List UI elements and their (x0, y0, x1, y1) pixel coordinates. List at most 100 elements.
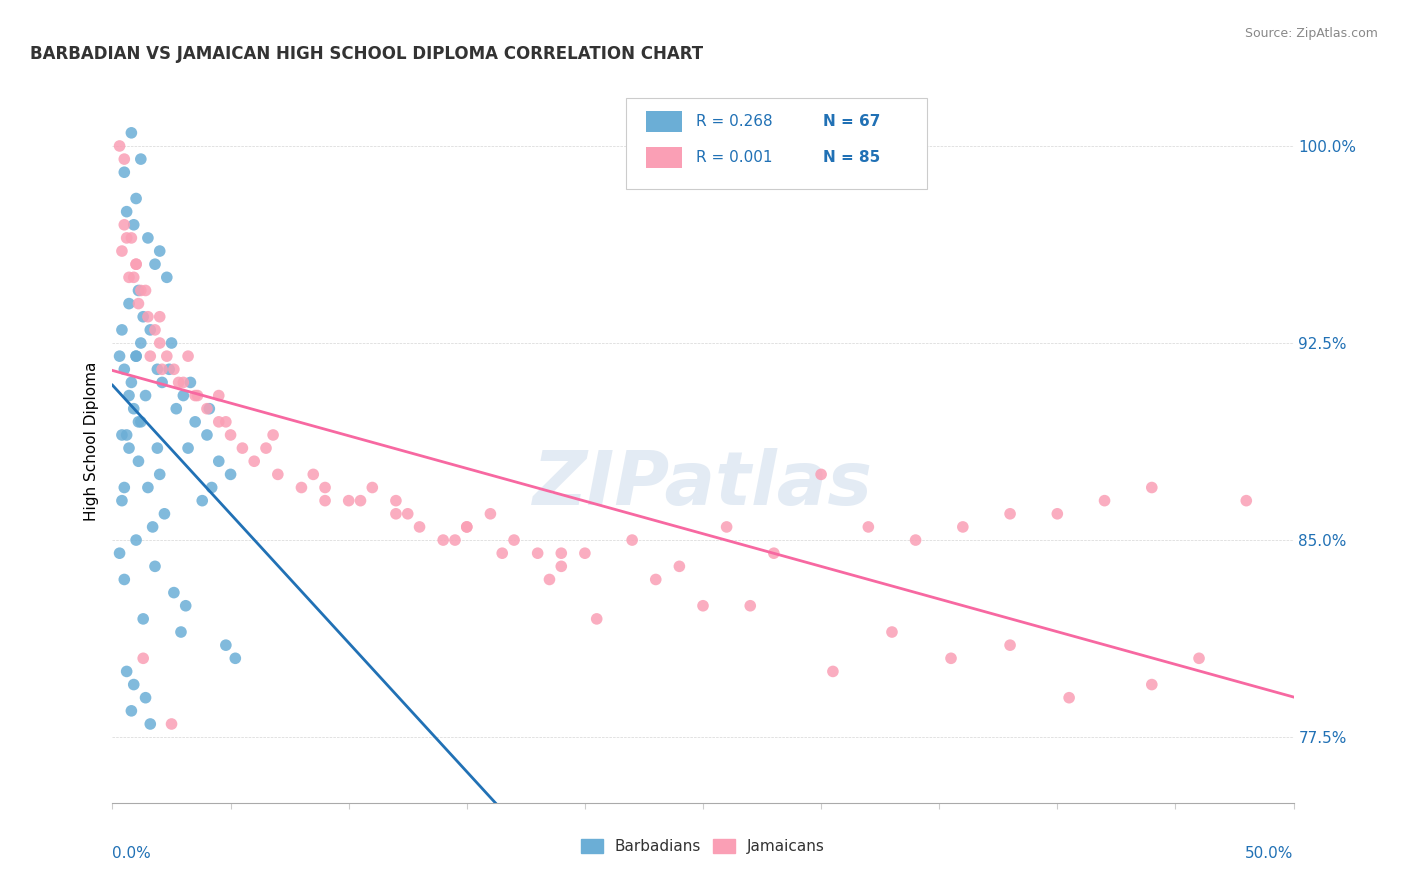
Point (172, 388, 194, 402)
Point (112, 152, 135, 166)
Point (153, 507, 176, 521)
Point (112, 481, 135, 495)
Text: 50.0%: 50.0% (1246, 847, 1294, 861)
FancyBboxPatch shape (647, 147, 682, 169)
Point (112, 573, 135, 587)
Point (120, 126, 142, 140)
Point (550, 546, 572, 560)
Point (149, 336, 172, 351)
Point (1094, 493, 1116, 508)
Point (142, 520, 165, 534)
Point (136, 310, 159, 324)
Point (112, 362, 135, 376)
Point (208, 415, 231, 429)
Point (1057, 690, 1080, 705)
Point (385, 493, 408, 508)
Point (349, 493, 371, 508)
Point (716, 520, 738, 534)
Point (132, 310, 155, 324)
Point (574, 546, 596, 560)
Point (125, 349, 148, 363)
Point (135, 388, 157, 402)
Text: 0.0%: 0.0% (112, 847, 152, 861)
Point (198, 401, 221, 416)
Point (201, 481, 224, 495)
Point (337, 493, 360, 508)
Point (668, 559, 690, 574)
Text: R = 0.001: R = 0.001 (696, 150, 772, 165)
Point (115, 204, 138, 219)
Point (143, 559, 166, 574)
Point (156, 270, 179, 285)
Point (118, 270, 141, 285)
Point (186, 388, 208, 402)
Point (129, 415, 152, 429)
Point (127, 296, 149, 310)
Point (858, 520, 880, 534)
Legend: Barbadians, Jamaicans: Barbadians, Jamaicans (575, 833, 831, 860)
Point (139, 717, 162, 731)
Point (122, 401, 145, 416)
Point (150, 376, 173, 390)
Point (904, 533, 927, 547)
Point (208, 454, 231, 468)
Point (408, 520, 430, 534)
Point (127, 284, 149, 298)
Point (262, 428, 284, 442)
Text: N = 85: N = 85 (824, 150, 880, 165)
Point (125, 533, 148, 547)
Point (143, 257, 166, 271)
Point (108, 349, 131, 363)
Point (146, 362, 169, 376)
Point (127, 415, 149, 429)
Point (195, 428, 218, 442)
Point (396, 507, 419, 521)
Point (129, 336, 152, 351)
Point (432, 533, 454, 547)
Point (179, 376, 201, 390)
Point (125, 349, 148, 363)
Point (118, 296, 141, 310)
Point (219, 467, 242, 482)
Point (170, 625, 193, 640)
Text: BARBADIAN VS JAMAICAN HIGH SCHOOL DIPLOMA CORRELATION CHART: BARBADIAN VS JAMAICAN HIGH SCHOOL DIPLOM… (30, 45, 703, 63)
FancyBboxPatch shape (647, 111, 682, 132)
Point (456, 520, 478, 534)
Point (479, 507, 502, 521)
Point (1188, 651, 1211, 665)
Point (692, 599, 714, 613)
Point (156, 349, 179, 363)
Point (125, 192, 148, 206)
Point (111, 323, 134, 337)
Point (314, 481, 336, 495)
Point (111, 244, 134, 258)
Point (163, 585, 186, 599)
Point (998, 638, 1021, 652)
Text: ZIPatlas: ZIPatlas (533, 449, 873, 522)
Point (129, 284, 152, 298)
Point (550, 559, 572, 574)
Point (290, 481, 312, 495)
Point (952, 520, 974, 534)
Point (491, 546, 513, 560)
Point (120, 704, 142, 718)
Point (115, 665, 138, 679)
Point (939, 651, 962, 665)
Point (125, 257, 148, 271)
Point (385, 507, 408, 521)
Point (762, 546, 785, 560)
Point (108, 139, 131, 153)
Point (1234, 493, 1257, 508)
Point (122, 218, 145, 232)
Point (231, 441, 253, 455)
Point (621, 533, 644, 547)
Point (136, 231, 159, 245)
Point (314, 493, 336, 508)
Point (821, 665, 844, 679)
Point (163, 362, 186, 376)
Point (149, 467, 172, 482)
Point (139, 323, 162, 337)
Point (135, 690, 157, 705)
Point (302, 467, 325, 482)
Point (120, 376, 142, 390)
